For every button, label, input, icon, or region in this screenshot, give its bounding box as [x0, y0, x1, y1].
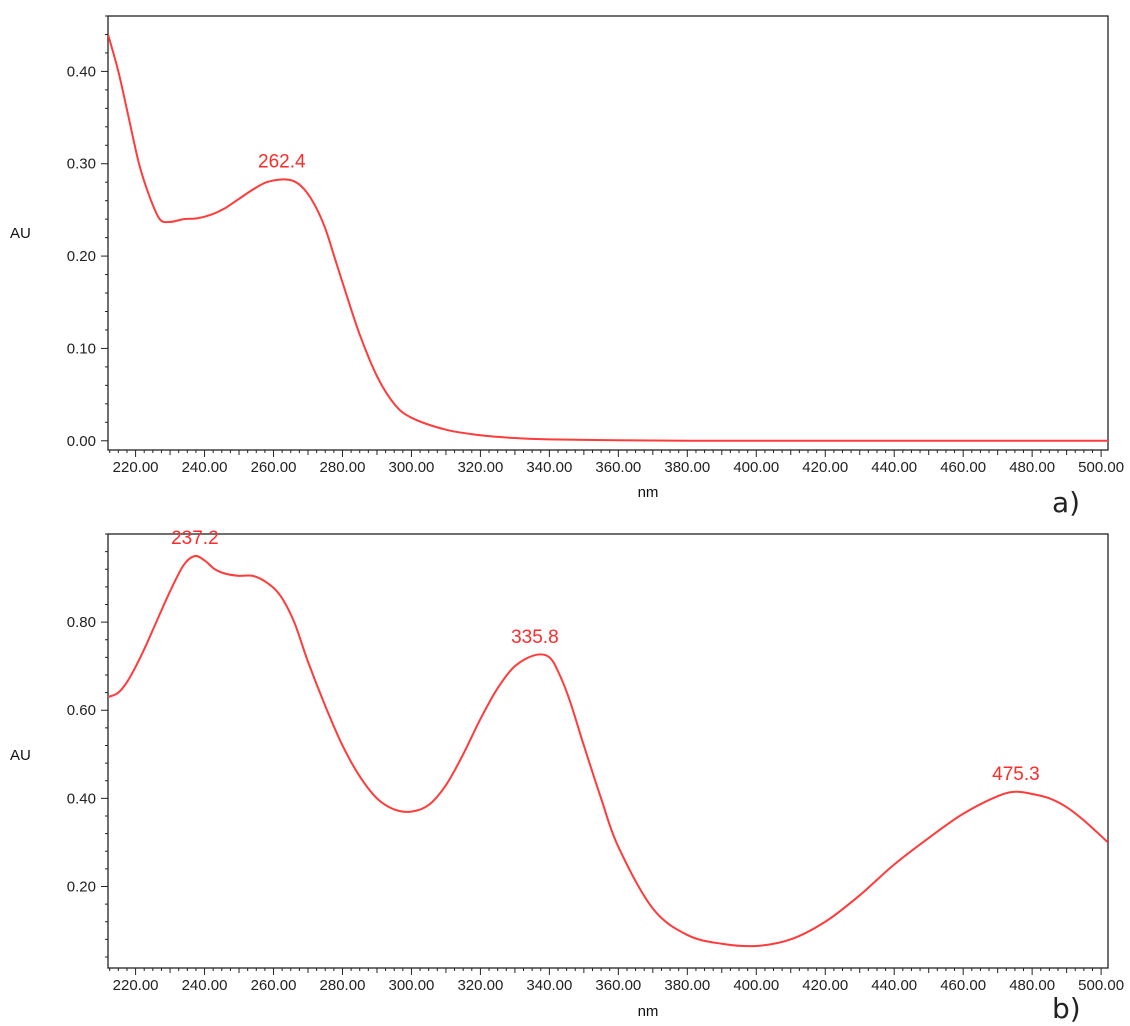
x-tick-label: 320.00 [457, 977, 503, 994]
y-tick-label: 0.80 [67, 614, 96, 631]
y-tick-label: 0.30 [67, 156, 96, 173]
y-axis-title: AU [10, 225, 31, 242]
x-tick-label: 360.00 [595, 459, 641, 476]
x-tick-label: 480.00 [1009, 459, 1055, 476]
x-axis-title: nm [638, 484, 659, 501]
x-tick-label: 340.00 [526, 977, 572, 994]
spectrum-line [108, 34, 1108, 442]
spectrum-line [108, 554, 1108, 948]
panel-label: b) [1052, 992, 1081, 1025]
x-tick-label: 400.00 [733, 459, 779, 476]
x-tick-label: 240.00 [182, 977, 228, 994]
y-tick-label: 0.40 [67, 63, 96, 80]
x-tick-label: 240.00 [182, 459, 228, 476]
peak-label: 475.3 [992, 764, 1040, 785]
x-tick-label: 280.00 [320, 977, 366, 994]
x-tick-label: 440.00 [871, 459, 917, 476]
x-tick-label: 380.00 [664, 977, 710, 994]
x-tick-label: 500.00 [1078, 977, 1124, 994]
x-tick-label: 300.00 [389, 459, 435, 476]
peak-label: 335.8 [511, 627, 559, 648]
x-tick-label: 380.00 [664, 459, 710, 476]
y-tick-label: 0.10 [67, 340, 96, 357]
x-tick-label: 320.00 [457, 459, 503, 476]
plot-frame [107, 533, 1109, 969]
x-tick-label: 300.00 [389, 977, 435, 994]
x-tick-label: 400.00 [733, 977, 779, 994]
x-axis-title: nm [638, 1003, 659, 1020]
peak-label: 262.4 [258, 151, 306, 172]
x-tick-label: 420.00 [802, 977, 848, 994]
y-tick-label: 0.60 [67, 702, 96, 719]
x-tick-label: 360.00 [595, 977, 641, 994]
x-tick-label: 220.00 [113, 977, 159, 994]
x-tick-label: 420.00 [802, 459, 848, 476]
x-tick-label: 260.00 [251, 459, 297, 476]
x-tick-label: 220.00 [113, 459, 159, 476]
x-tick-label: 500.00 [1078, 459, 1124, 476]
x-tick-label: 280.00 [320, 459, 366, 476]
panel-label: a) [1052, 486, 1080, 519]
chart-panel-a: 220.00 240.00 260.00 280.00 300.00 320.00 340.… [10, 15, 1124, 519]
y-tick-label: 0.20 [67, 248, 96, 265]
chart-panel-b: 220.00 240.00 260.00 280.00 300.00 320.00 340.… [10, 528, 1124, 1025]
y-tick-label: 0.20 [67, 878, 96, 895]
plot-frame [107, 15, 1109, 451]
y-axis-title: AU [10, 747, 31, 764]
x-tick-label: 460.00 [940, 459, 986, 476]
x-tick-label: 460.00 [940, 977, 986, 994]
y-tick-label: 0.00 [67, 433, 96, 450]
x-tick-label: 340.00 [526, 459, 572, 476]
peak-label: 237.2 [171, 528, 219, 549]
x-tick-label: 440.00 [871, 977, 917, 994]
x-tick-label: 260.00 [251, 977, 297, 994]
y-tick-label: 0.40 [67, 790, 96, 807]
x-tick-label: 480.00 [1009, 977, 1055, 994]
